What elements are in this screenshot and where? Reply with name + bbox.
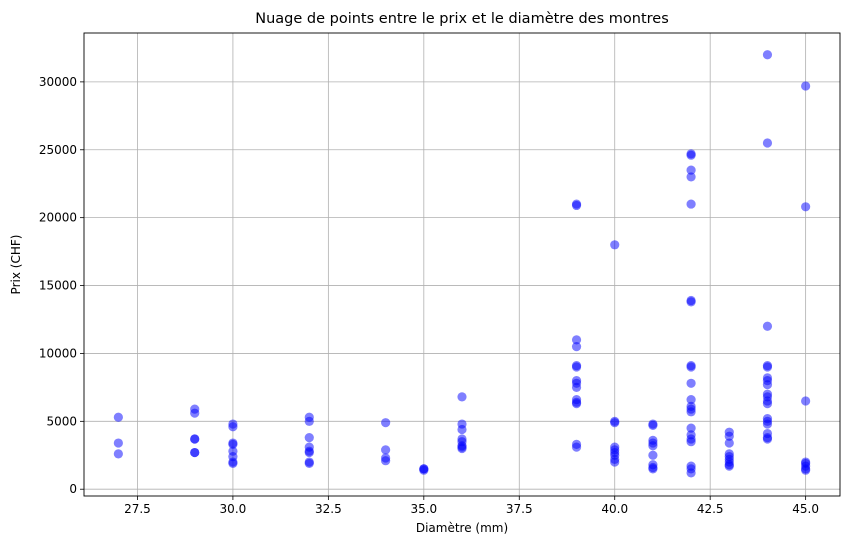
- data-point: [648, 450, 658, 460]
- data-point: [762, 138, 773, 148]
- data-point: [762, 434, 773, 444]
- data-point: [801, 81, 811, 91]
- data-point: [304, 416, 314, 426]
- data-point: [686, 150, 696, 160]
- y-axis-label: Prix (CHF): [9, 235, 23, 295]
- data-point: [571, 335, 582, 345]
- data-point: [686, 394, 696, 405]
- data-point: [648, 441, 658, 451]
- data-point: [801, 396, 811, 406]
- data-point: [686, 423, 696, 433]
- x-tick-label: 40.0: [601, 502, 628, 516]
- data-point: [457, 424, 467, 435]
- data-point: [686, 165, 696, 175]
- data-point: [113, 412, 123, 422]
- data-point: [762, 321, 773, 331]
- x-tick-label: 32.5: [315, 502, 342, 516]
- data-point: [686, 468, 696, 478]
- data-point: [381, 445, 391, 455]
- data-point: [762, 362, 773, 372]
- data-point: [457, 392, 467, 402]
- data-point: [571, 442, 582, 452]
- data-point: [419, 465, 429, 475]
- data-point: [381, 456, 391, 466]
- y-tick-label: 20000: [39, 211, 77, 225]
- data-point: [113, 438, 123, 448]
- data-point: [762, 380, 773, 390]
- x-tick-label: 30.0: [220, 502, 247, 516]
- data-point: [686, 362, 696, 372]
- data-point: [762, 399, 773, 409]
- y-tick-label: 10000: [39, 346, 77, 360]
- y-tick-label: 5000: [46, 414, 77, 428]
- data-point: [801, 465, 811, 475]
- data-point: [190, 447, 200, 458]
- data-point: [724, 438, 734, 448]
- data-point: [571, 362, 582, 372]
- x-tick-label: 42.5: [697, 502, 724, 516]
- data-point: [686, 437, 696, 447]
- data-point: [113, 449, 123, 459]
- data-point: [686, 407, 696, 417]
- data-point: [457, 443, 467, 454]
- data-point: [648, 464, 658, 474]
- data-point: [724, 431, 734, 441]
- x-tick-label: 45.0: [792, 502, 819, 516]
- data-point: [304, 458, 314, 469]
- data-point: [686, 297, 696, 307]
- chart-title: Nuage de points entre le prix et le diam…: [255, 11, 669, 27]
- data-point: [610, 457, 620, 467]
- data-point: [724, 461, 734, 471]
- data-point: [304, 433, 314, 443]
- y-tick-label: 25000: [39, 143, 77, 157]
- data-point: [610, 240, 620, 250]
- data-point: [190, 408, 200, 418]
- data-point: [801, 202, 811, 212]
- data-point: [571, 399, 582, 409]
- data-point: [228, 458, 238, 469]
- x-axis-ticks: 27.5 30.0 32.5 35.0 37.5 40.0 42.5 45.0: [124, 496, 819, 516]
- data-point: [610, 418, 620, 428]
- data-points: [113, 50, 811, 478]
- data-point: [686, 199, 696, 209]
- x-tick-label: 27.5: [124, 502, 151, 516]
- data-point: [190, 434, 200, 444]
- x-tick-label: 35.0: [410, 502, 437, 516]
- data-point: [762, 50, 773, 60]
- x-tick-label: 37.5: [506, 502, 533, 516]
- y-tick-label: 0: [69, 482, 77, 496]
- data-point: [686, 378, 696, 388]
- data-point: [304, 447, 314, 458]
- y-tick-label: 15000: [39, 279, 77, 293]
- data-point: [228, 439, 238, 450]
- data-point: [228, 422, 238, 432]
- data-point: [762, 419, 773, 429]
- data-point: [381, 418, 391, 428]
- data-point: [571, 200, 582, 211]
- data-point: [571, 382, 582, 392]
- y-axis-ticks: 0 5000 10000 15000 20000 25000 30000: [39, 75, 84, 496]
- data-point: [648, 420, 658, 430]
- y-tick-label: 30000: [39, 75, 77, 89]
- x-axis-label: Diamètre (mm): [416, 521, 508, 535]
- data-point: [686, 172, 696, 182]
- data-point: [571, 342, 582, 352]
- plot-frame: [83, 32, 841, 497]
